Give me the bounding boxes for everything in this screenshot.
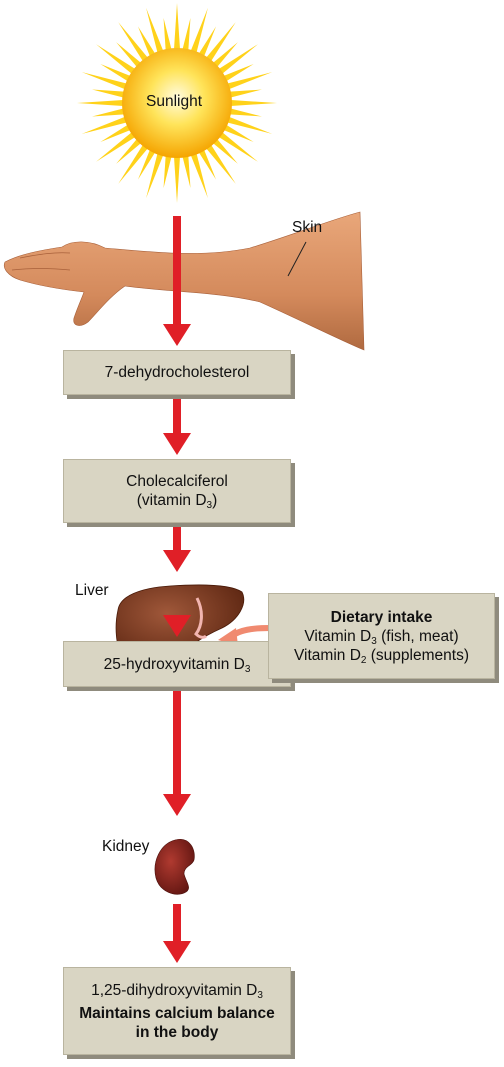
- dietary-intake-title: Dietary intake: [330, 608, 433, 626]
- sun-ray: [146, 7, 164, 55]
- hydroxyvitamin-text: 25-hydroxyvitamin D3: [103, 655, 251, 675]
- sun-ray: [81, 116, 129, 134]
- sun-icon: [122, 48, 232, 158]
- sunlight-label: Sunlight: [146, 93, 203, 110]
- sun-ray: [225, 72, 273, 90]
- sun-ray: [77, 99, 126, 107]
- sun-ray: [211, 137, 238, 164]
- red-arrow: [163, 904, 191, 963]
- sun-ray: [116, 137, 143, 164]
- sun-ray: [217, 44, 258, 76]
- dihydroxyvitamin-text: 1,25-dihydroxyvitamin D3: [91, 981, 263, 1001]
- sun-ray: [173, 154, 181, 203]
- sun-ray: [227, 108, 262, 117]
- sun-ray: [221, 123, 254, 143]
- sun-ray: [116, 42, 143, 69]
- box-cholecalciferol: Cholecalciferol (vitamin D3): [63, 459, 291, 523]
- dietary-intake-box: Dietary intake Vitamin D3 (fish, meat) V…: [268, 593, 495, 679]
- skin-label: Skin: [292, 219, 323, 236]
- sun-ray: [146, 151, 164, 199]
- sun-ray: [118, 143, 150, 184]
- sun-ray: [137, 147, 157, 180]
- sun-ray: [173, 3, 181, 52]
- dietary-d3-line: Vitamin D3 (fish, meat): [304, 627, 459, 647]
- pathway-arrows: [163, 216, 191, 963]
- red-arrow: [163, 216, 191, 346]
- sun-ray: [163, 153, 172, 188]
- sun-ray: [182, 18, 191, 53]
- sun-ray: [227, 89, 262, 98]
- cholecalciferol-line1: Cholecalciferol: [126, 473, 228, 490]
- red-arrow: [163, 527, 191, 572]
- sun-ray: [92, 89, 127, 98]
- red-arrow: [163, 690, 191, 816]
- sun-ray: [221, 63, 254, 83]
- sun-ray: [228, 99, 277, 107]
- sun-ray: [190, 7, 208, 55]
- sun-ray: [190, 151, 208, 199]
- box-1-25-dihydroxyvitamin: 1,25-dihydroxyvitamin D3 Maintains calci…: [63, 967, 291, 1055]
- box-7-dehydrocholesterol-text: 7-dehydrocholesterol: [104, 364, 250, 381]
- sun-ray: [225, 116, 273, 134]
- calcium-balance-line2: in the body: [135, 1023, 219, 1041]
- sun-ray: [163, 18, 172, 53]
- box-7-dehydrocholesterol: 7-dehydrocholesterol: [63, 350, 291, 395]
- sun-rays: [77, 3, 277, 203]
- kidney-label: Kidney: [102, 838, 150, 855]
- cholecalciferol-line2: (vitamin D3): [136, 492, 218, 511]
- sun-ray: [118, 22, 150, 63]
- sun-ray: [96, 130, 137, 162]
- sun-ray: [182, 153, 191, 188]
- sun-ray: [137, 26, 157, 59]
- sun-ray: [92, 108, 127, 117]
- red-arrow: [163, 615, 191, 637]
- box-25-hydroxyvitamin: 25-hydroxyvitamin D3: [63, 641, 291, 687]
- sun-ray: [204, 143, 236, 184]
- kidney-icon: [154, 839, 195, 895]
- red-arrow: [163, 398, 191, 455]
- sun-ray: [81, 72, 129, 90]
- sun-ray: [197, 26, 217, 59]
- sun-ray: [211, 42, 238, 69]
- sun-ray: [100, 123, 133, 143]
- liver-label: Liver: [75, 582, 109, 599]
- sun-ray: [96, 44, 137, 76]
- sun-ray: [197, 147, 217, 180]
- dietary-d2-line: Vitamin D2 (supplements): [294, 646, 469, 666]
- sun-ray: [217, 130, 258, 162]
- calcium-balance-line1: Maintains calcium balance: [79, 1004, 275, 1022]
- sun-ray: [204, 22, 236, 63]
- arm-skin-illustration: [3, 211, 365, 351]
- sun-ray: [100, 63, 133, 83]
